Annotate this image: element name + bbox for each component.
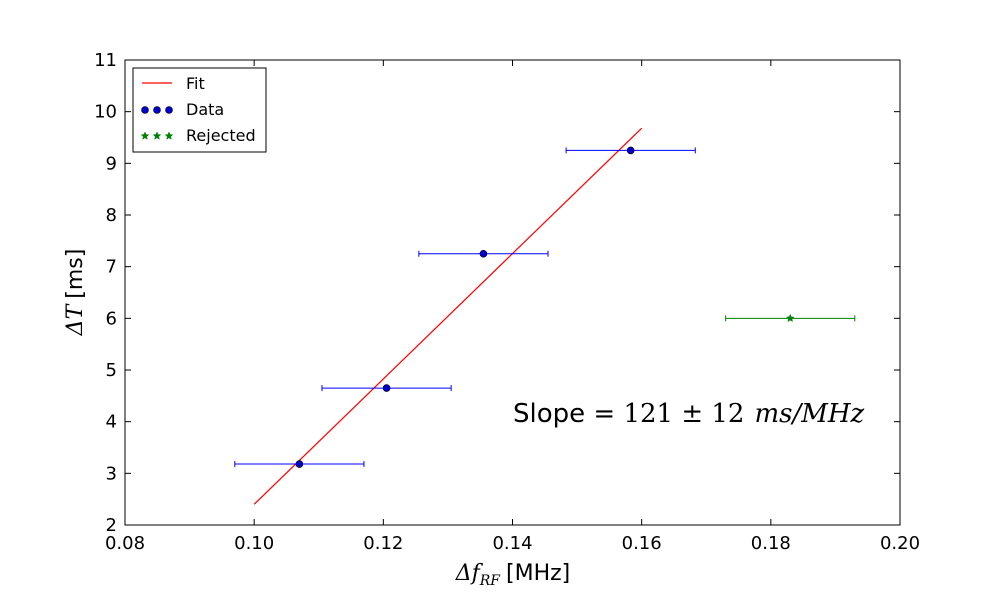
data-point xyxy=(382,384,391,392)
x-tick-label: 0.10 xyxy=(234,533,274,554)
x-tick-label: 0.18 xyxy=(751,533,791,554)
fit-line xyxy=(253,127,643,505)
legend-fit-label: Fit xyxy=(186,74,205,93)
x-tick-label: 0.20 xyxy=(880,533,920,554)
legend-data-swatch-1 xyxy=(141,106,149,114)
y-tick-label: 8 xyxy=(106,205,117,226)
legend-rejected-label: Rejected xyxy=(186,126,256,145)
data-point xyxy=(479,249,488,258)
y-tick-label: 9 xyxy=(106,153,117,174)
legend-rejected-swatch xyxy=(140,131,174,140)
slope-annotation: Slope = 121 ± 12 ms/MHz xyxy=(513,399,865,429)
y-tick-label: 2 xyxy=(106,515,117,536)
legend: Fit Data Rejected xyxy=(132,67,267,153)
x-tick-label: 0.14 xyxy=(492,533,532,554)
y-tick-label: 11 xyxy=(94,50,117,71)
axis-ticks: 0.08 0.10 0.12 0.14 0.16 0.18 0.20 2 3 4 5 6 7 8 9 10 11 xyxy=(94,50,920,554)
legend-rejected-star xyxy=(140,131,150,140)
y-tick-label: 4 xyxy=(106,412,117,433)
y-tick-label: 3 xyxy=(106,463,117,484)
x-tick-label: 0.12 xyxy=(363,533,403,554)
legend-data-swatch-2 xyxy=(153,106,161,114)
x-tick-label: 0.16 xyxy=(622,533,662,554)
legend-data-label: Data xyxy=(186,100,224,119)
y-tick-label: 5 xyxy=(106,360,117,381)
x-axis-label: ΔfRF [MHz] xyxy=(455,561,571,589)
rejected-point xyxy=(785,313,795,323)
y-tick-label: 10 xyxy=(94,102,117,123)
data-point xyxy=(626,146,635,155)
legend-data-swatch-3 xyxy=(165,106,173,114)
legend-rejected-star xyxy=(152,131,162,140)
y-tick-label: 7 xyxy=(106,257,117,278)
y-axis-label: ΔT[ms] xyxy=(63,249,88,337)
y-tick-label: 6 xyxy=(106,308,117,329)
data-point xyxy=(295,460,304,468)
legend-rejected-star xyxy=(164,131,174,140)
chart-marks xyxy=(234,127,856,505)
x-tick-label: 0.08 xyxy=(105,533,145,554)
